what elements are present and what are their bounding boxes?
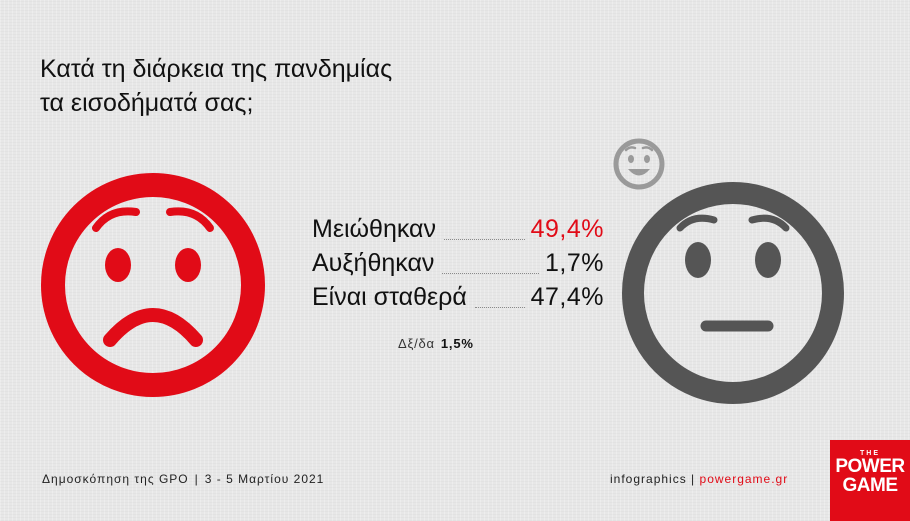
result-label: Μειώθηκαν [312,215,436,243]
result-value: 47,4% [530,283,604,311]
leader-line [475,307,525,308]
logo-power: POWER [835,456,905,477]
result-row: Αυξήθηκαν 1,7% [312,246,604,280]
result-label: Αυξήθηκαν [312,249,435,277]
footer-separator: | [194,472,199,486]
site-link[interactable]: powergame.gr [699,472,789,486]
credit-text: infographics [610,472,687,486]
title-line-1: Κατά τη διάρκεια της πανδημίας [40,55,393,83]
dont-know-label: Δξ/δα [398,336,435,351]
source-text: Δημοσκόπηση της GPO [42,472,189,486]
leader-line [444,239,525,240]
footer-credit: infographics | powergame.gr [610,472,789,486]
result-label: Είναι σταθερά [312,283,467,311]
survey-date: 3 - 5 Μαρτίου 2021 [204,472,325,486]
neutral-face-icon [622,182,844,404]
result-value: 1,7% [545,249,604,277]
result-row: Είναι σταθερά 47,4% [312,280,604,314]
title-line-2: τα εισοδήματά σας; [40,89,254,117]
power-game-logo: THE POWER GAME [830,440,910,521]
footer-source: Δημοσκόπηση της GPO | 3 - 5 Μαρτίου 2021 [42,472,324,486]
leader-line [442,273,539,274]
logo-game: GAME [842,475,899,496]
sad-face-icon [41,173,265,397]
results-table: Μειώθηκαν 49,4% Αυξήθηκαν 1,7% Είναι σταθερά… [312,212,604,314]
result-value: 49,4% [530,215,604,243]
dont-know-note: Δξ/δα 1,5% [398,336,474,351]
logo-the: THE [860,450,880,457]
page-title: Κατά τη διάρκεια της πανδημίας τα εισοδή… [40,52,392,120]
happy-face-icon [613,138,665,190]
result-row: Μειώθηκαν 49,4% [312,212,604,246]
dont-know-value: 1,5% [440,336,474,351]
